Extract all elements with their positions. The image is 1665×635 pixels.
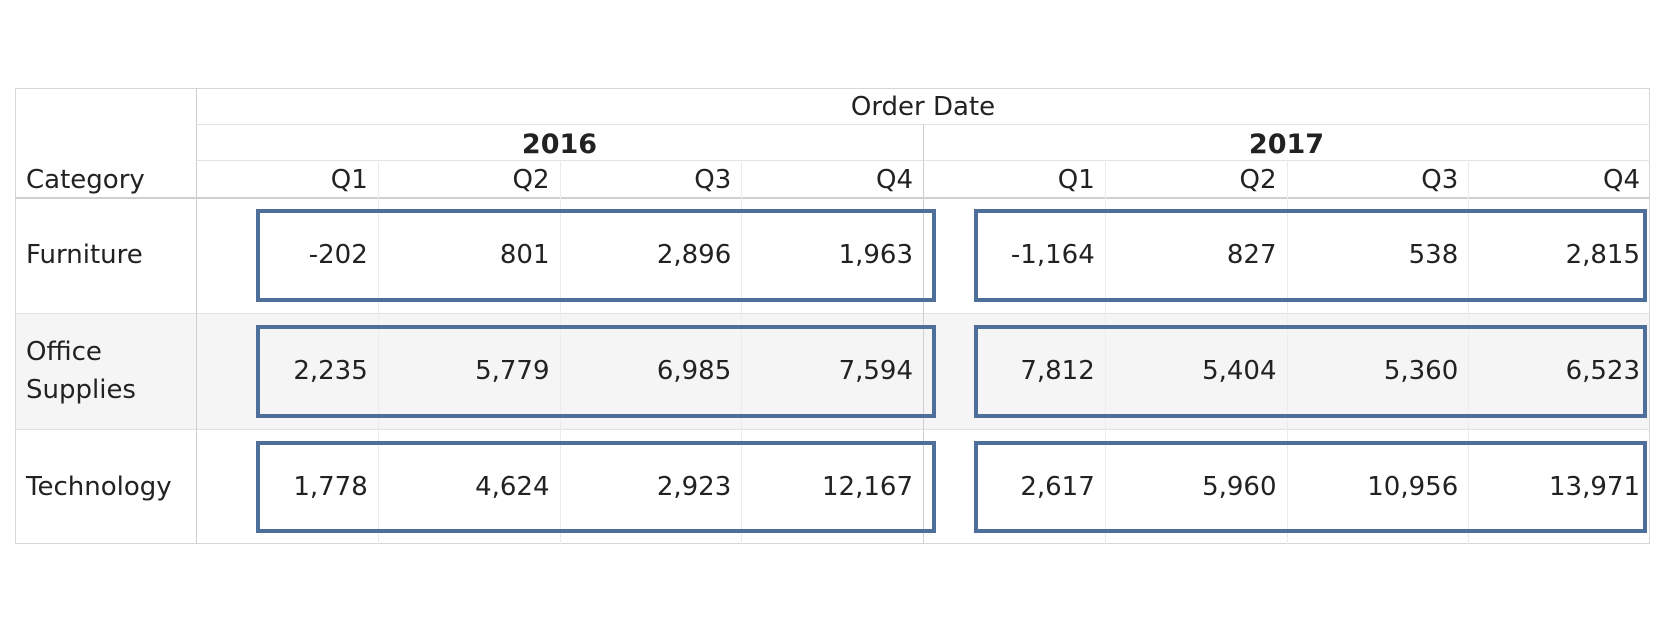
- header-bottom-divider: [15, 197, 1650, 199]
- quarter-divider: [559, 160, 561, 544]
- highlight-box: [256, 209, 936, 302]
- highlight-box: [256, 441, 936, 533]
- category-label: Technology: [26, 471, 172, 502]
- highlight-box: [974, 325, 1647, 418]
- quarter-header-q1: Q1: [330, 165, 368, 195]
- table-cell-value: 2,896: [656, 240, 732, 270]
- table-cell-value: 1,778: [293, 471, 368, 502]
- table-cell-value: 6,985: [656, 356, 732, 386]
- quarter-header-q3: Q3: [1421, 165, 1459, 195]
- table-cell-value: 4,624: [475, 471, 550, 502]
- table-cell-value: 2,923: [656, 471, 732, 502]
- row-divider: [15, 313, 1650, 314]
- table-cell-value: 10,956: [1367, 471, 1459, 502]
- quarter-divider: [1104, 160, 1106, 544]
- table-cell-value: 13,971: [1549, 471, 1640, 502]
- quarter-header-q3: Q3: [694, 165, 732, 195]
- quarter-header-q1: Q1: [1057, 165, 1095, 195]
- table-cell-value: 5,960: [1202, 471, 1277, 502]
- quarter-divider: [1286, 160, 1288, 544]
- table-cell-value: -202: [308, 240, 368, 270]
- table-cell-value: 5,360: [1383, 356, 1459, 386]
- table-cell-value: 538: [1408, 240, 1459, 270]
- quarter-divider: [377, 160, 379, 544]
- quarter-divider: [1468, 160, 1470, 544]
- table-border: [15, 88, 1650, 544]
- quarter-divider: [741, 160, 743, 544]
- row-divider: [15, 429, 1650, 430]
- highlight-box: [256, 325, 936, 418]
- table-cell-value: -1,164: [1010, 240, 1095, 270]
- table-cell-value: 2,815: [1565, 240, 1640, 270]
- quarter-header-q4: Q4: [875, 165, 913, 195]
- table-cell-value: 2,235: [293, 356, 368, 386]
- highlight-box: [974, 209, 1647, 302]
- table-cell-value: 6,523: [1565, 356, 1640, 386]
- year-divider: [923, 124, 924, 544]
- category-label: Furniture: [26, 240, 143, 270]
- table-cell-value: 5,779: [475, 356, 550, 386]
- table-cell-value: 7,812: [1020, 356, 1095, 386]
- highlight-box: [974, 441, 1647, 533]
- quarter-header-q2: Q2: [1239, 165, 1277, 195]
- year-header-2016: 2016: [521, 129, 598, 160]
- quarter-header-q2: Q2: [512, 165, 550, 195]
- table-cell-value: 801: [499, 240, 550, 270]
- table-cell-value: 827: [1226, 240, 1277, 270]
- row-header-divider: [196, 88, 197, 544]
- quarter-header-q4: Q4: [1602, 165, 1640, 195]
- year-header-2017: 2017: [1248, 129, 1325, 160]
- table-cell-value: 12,167: [822, 471, 913, 502]
- table-cell-value: 2,617: [1020, 471, 1095, 502]
- table-cell-value: 1,963: [838, 240, 913, 270]
- column-header-title: Order Date: [850, 92, 996, 122]
- table-cell-value: 5,404: [1202, 356, 1277, 386]
- table-cell-value: 7,594: [838, 356, 913, 386]
- row-header-band: [15, 313, 196, 429]
- category-label: Office Supplies: [26, 337, 136, 405]
- row-header-title: Category: [26, 165, 145, 195]
